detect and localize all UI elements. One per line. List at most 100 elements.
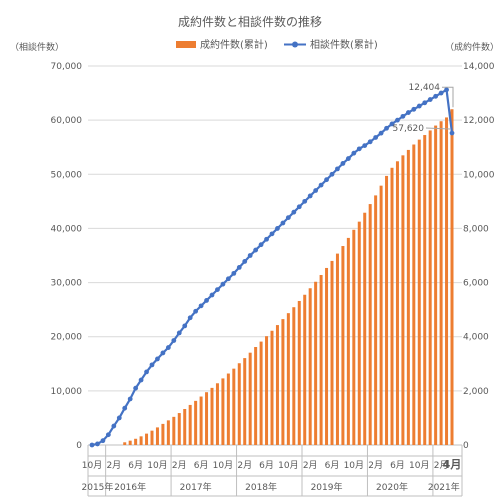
line-point xyxy=(340,161,346,166)
month-tick-label: 10月 xyxy=(344,460,364,471)
legend-bar-label: 成約件数(累計) xyxy=(200,38,268,51)
right-tick-label: 2,000 xyxy=(463,387,489,397)
bar xyxy=(379,185,383,446)
bar xyxy=(194,400,198,445)
right-tick-label: 12,000 xyxy=(463,116,495,126)
line-point xyxy=(356,146,362,152)
year-label: 2017年 xyxy=(180,481,212,493)
bar xyxy=(188,404,192,445)
bar xyxy=(259,341,263,445)
line-point xyxy=(422,100,428,106)
left-axis-ticks: 0 10,000 20,000 30,000 40,000 50,000 60,000 70,… xyxy=(51,62,83,451)
year-label: 2019年 xyxy=(311,481,343,493)
line-point xyxy=(165,345,171,350)
month-tick-label: 6月 xyxy=(128,460,143,471)
line-point xyxy=(433,93,439,99)
line-point xyxy=(438,90,444,96)
month-tick-label: 2月 xyxy=(368,460,383,471)
bar xyxy=(281,319,285,445)
line-point xyxy=(236,265,242,270)
bar xyxy=(417,139,421,446)
bar xyxy=(390,167,394,445)
bar xyxy=(401,155,405,446)
bar xyxy=(319,274,323,445)
bar xyxy=(286,313,290,445)
bar xyxy=(161,423,165,445)
bar xyxy=(423,135,427,445)
line-point xyxy=(362,143,368,148)
line-point xyxy=(405,110,411,115)
left-tick-label: 10,000 xyxy=(51,387,83,397)
bar xyxy=(428,130,432,445)
line-point xyxy=(291,209,297,215)
line-point xyxy=(275,226,280,231)
line-point xyxy=(149,362,155,368)
left-tick-label: 50,000 xyxy=(51,170,83,180)
line-point xyxy=(427,97,433,102)
bar xyxy=(325,267,329,445)
bar xyxy=(123,442,127,445)
bar xyxy=(243,358,247,445)
line-point xyxy=(127,396,133,402)
annotation-label: 12,404 xyxy=(409,83,441,93)
line-series xyxy=(89,87,455,448)
bar xyxy=(265,336,269,445)
bar xyxy=(145,433,149,445)
line-point xyxy=(411,106,417,112)
bar xyxy=(183,408,187,445)
line-point xyxy=(100,438,106,444)
line-point xyxy=(335,166,340,172)
line-point xyxy=(122,405,128,411)
bar xyxy=(150,430,154,445)
year-label: 2020年 xyxy=(376,481,408,493)
month-tick-label: 2月 xyxy=(106,460,121,471)
line-point xyxy=(198,303,204,309)
year-label: 2015年 xyxy=(82,481,114,493)
annotations: 12,404 57,620 xyxy=(393,83,454,134)
bar xyxy=(237,363,241,445)
bar xyxy=(330,260,334,445)
annotation-label: 57,620 xyxy=(393,124,425,134)
bar xyxy=(232,368,236,445)
chart-title: 成約件数と相談件数の推移 xyxy=(178,14,322,29)
line-point xyxy=(138,377,144,383)
bar xyxy=(128,440,132,445)
line-point xyxy=(395,117,400,123)
bar xyxy=(134,438,138,445)
line-point xyxy=(160,350,166,356)
bar xyxy=(385,175,389,445)
line-point xyxy=(313,188,319,193)
month-tick-label: 6月 xyxy=(194,460,209,471)
month-tick-label: 10月 xyxy=(278,460,298,471)
month-tick-label: 10月 xyxy=(147,460,167,471)
bar xyxy=(199,396,203,445)
bar xyxy=(215,383,219,445)
line-point xyxy=(329,171,335,177)
bar xyxy=(439,121,443,446)
bar xyxy=(297,300,301,445)
bar xyxy=(177,413,181,445)
legend-bar-swatch xyxy=(176,41,196,48)
legend-line-label: 相談件数(累計) xyxy=(310,38,378,51)
bar xyxy=(450,109,454,446)
bar xyxy=(341,246,345,445)
line-point xyxy=(389,121,395,127)
bar xyxy=(275,325,279,445)
line-point xyxy=(264,236,269,242)
bar xyxy=(270,330,274,445)
bar-series xyxy=(123,109,454,446)
year-label: 2016年 xyxy=(114,481,146,493)
month-tick-label: 6月 xyxy=(325,460,340,471)
line-point xyxy=(95,441,100,447)
line-point xyxy=(231,270,237,276)
x-axis: 10月 2月 6月 10月 2月 6月 10月 2月 6月 10月 2月 6月 10月 2月 6月 10月 2月… xyxy=(82,445,463,497)
left-tick-label: 0 xyxy=(76,441,82,451)
month-tick-label: 4月 xyxy=(443,458,462,471)
left-tick-label: 60,000 xyxy=(51,116,83,126)
bar xyxy=(221,378,225,445)
bar xyxy=(352,229,356,445)
right-axis-ticks: 0 2,000 4,000 6,000 8,000 10,000 12,000 14,000 xyxy=(463,62,495,451)
bar xyxy=(248,352,252,445)
line-point xyxy=(89,442,95,448)
bar xyxy=(139,436,143,445)
